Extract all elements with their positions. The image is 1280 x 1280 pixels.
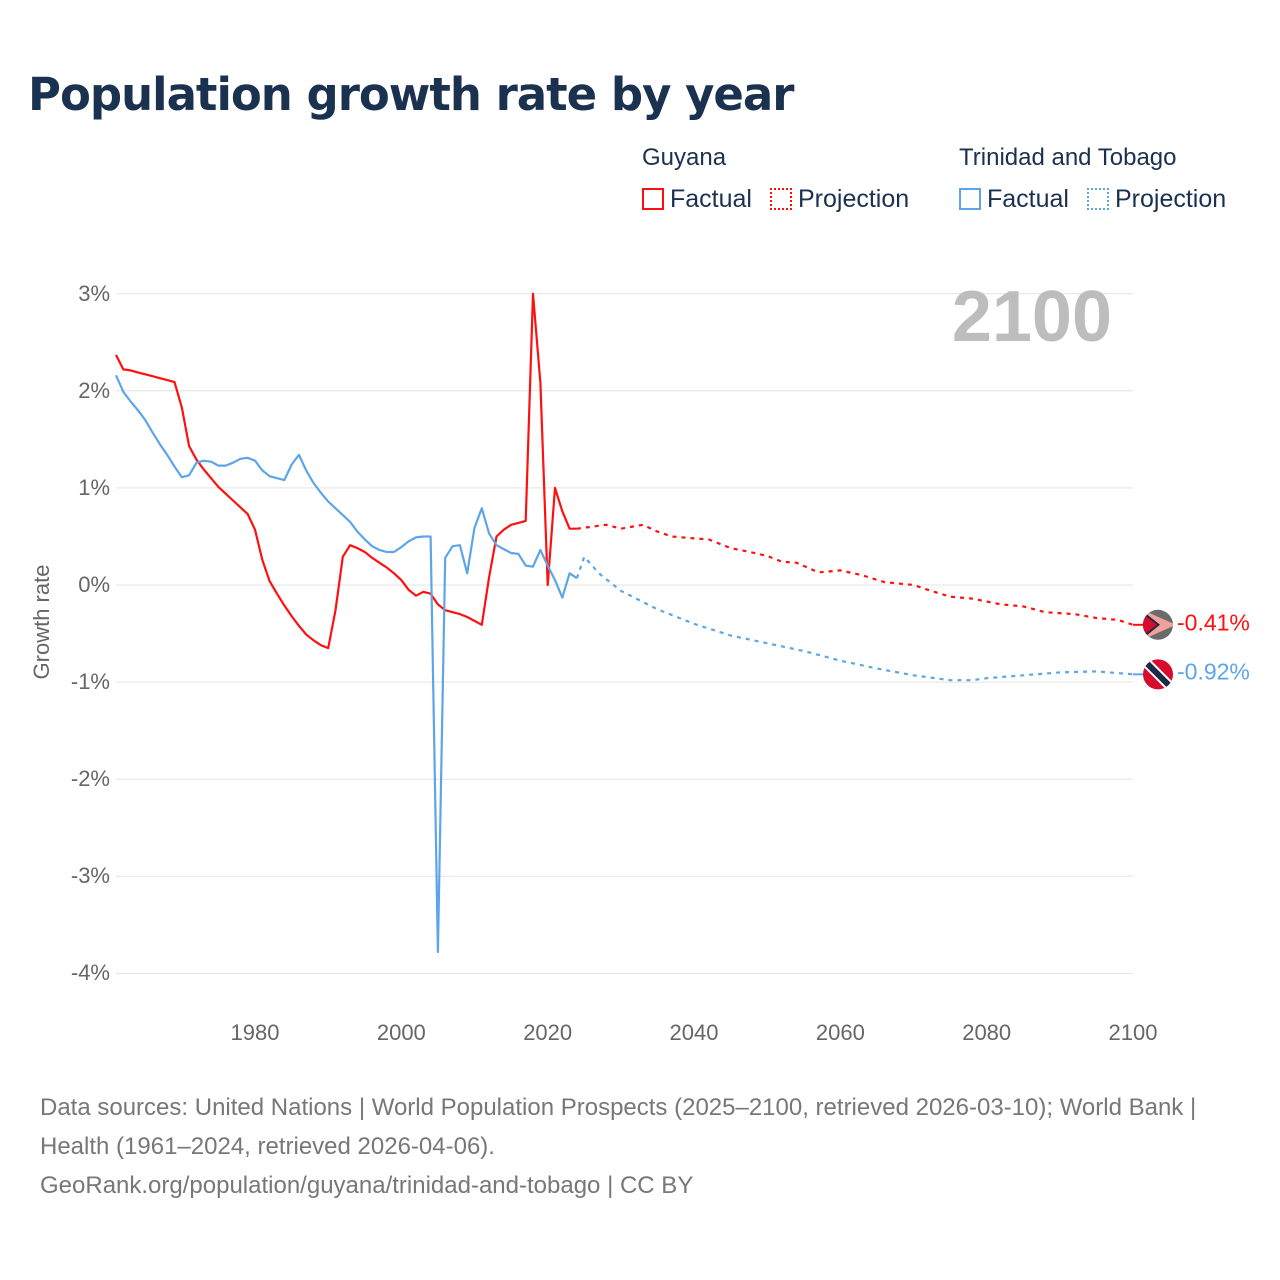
legend-item-guyana-factual[interactable]: Factual — [642, 185, 752, 214]
x-tick-label: 2100 — [1108, 1020, 1158, 1045]
y-tick-label: 1% — [78, 474, 110, 500]
x-tick-label: 2060 — [815, 1020, 865, 1045]
trinidad-flag-icon — [1143, 659, 1173, 690]
series-line-trinidad-and-tobago-factual — [114, 374, 578, 954]
end-label-guyana: -0.41% — [1177, 609, 1250, 636]
x-tick-label: 2020 — [523, 1020, 573, 1045]
legend-label: Projection — [1114, 185, 1227, 213]
y-tick-label: 0% — [78, 572, 110, 597]
legend-label: Factual — [987, 185, 1069, 213]
y-tick-label: -4% — [70, 960, 110, 986]
y-tick-label: 3% — [78, 280, 110, 306]
legend-item-guyana-projection[interactable]: Projection — [769, 185, 910, 214]
end-label-tt: -0.92% — [1177, 658, 1250, 685]
legend-label: Factual — [670, 185, 752, 213]
legend-row-tt: Factual Projection — [959, 185, 1226, 214]
legend-swatch-solid — [959, 188, 981, 210]
legend-swatch-solid — [642, 188, 664, 210]
x-tick-label: 1980 — [230, 1020, 280, 1045]
footer-attribution-link[interactable]: GeoRank.org/population/guyana/trinidad-a… — [40, 1172, 694, 1199]
series-line-trinidad-and-tobago-projection — [575, 555, 1134, 682]
series-line-guyana-projection — [576, 523, 1134, 626]
y-tick-label: -2% — [70, 766, 110, 792]
legend-swatch-dotted — [769, 188, 792, 210]
y-tick-label: 2% — [78, 377, 110, 403]
x-tick-label: 2000 — [376, 1020, 426, 1045]
footer-sources: Data sources: United Nations | World Pop… — [40, 1088, 1240, 1205]
x-tick-label: 2080 — [962, 1020, 1012, 1045]
legend-group-guyana: Guyana — [642, 144, 727, 171]
y-axis-label: Growth rate — [29, 564, 54, 680]
legend-group-tt: Trinidad and Tobago — [959, 144, 1177, 171]
current-year-label: 2100 — [951, 277, 1112, 357]
legend-item-tt-projection[interactable]: Projection — [1086, 185, 1227, 214]
x-tick-label: 2040 — [669, 1020, 719, 1045]
legend-label: Projection — [797, 185, 910, 213]
chart-title: Population growth rate by year — [28, 68, 794, 121]
guyana-flag-icon — [1143, 609, 1173, 640]
y-tick-label: -1% — [70, 669, 110, 695]
legend-swatch-dotted — [1086, 188, 1109, 210]
legend-item-tt-factual[interactable]: Factual — [959, 185, 1069, 214]
footer-source-text: Data sources: United Nations | World Pop… — [40, 1094, 1197, 1160]
series-line-guyana-factual — [115, 292, 577, 650]
legend-row-guyana: Factual Projection — [642, 185, 909, 214]
y-tick-label: -3% — [70, 863, 110, 889]
